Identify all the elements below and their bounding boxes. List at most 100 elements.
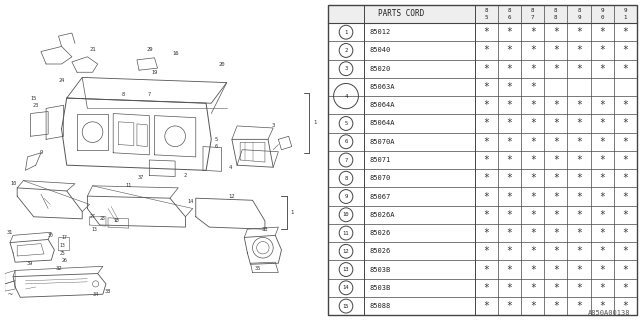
Text: *: * xyxy=(507,301,513,311)
Text: *: * xyxy=(553,45,559,55)
Text: *: * xyxy=(553,191,559,202)
Text: 27: 27 xyxy=(90,214,95,219)
Text: *: * xyxy=(553,265,559,275)
Text: 11: 11 xyxy=(343,230,349,236)
Text: *: * xyxy=(507,191,513,202)
Text: 33: 33 xyxy=(262,227,268,232)
Text: ~: ~ xyxy=(8,290,12,299)
Text: *: * xyxy=(483,64,490,74)
Text: 31: 31 xyxy=(7,230,13,235)
Text: *: * xyxy=(530,82,536,92)
Text: *: * xyxy=(530,64,536,74)
Text: *: * xyxy=(530,173,536,183)
Text: *: * xyxy=(599,301,605,311)
Text: 85026A: 85026A xyxy=(369,212,395,218)
Text: 26: 26 xyxy=(62,258,68,263)
Text: 1: 1 xyxy=(344,30,348,35)
Text: 9: 9 xyxy=(40,150,42,155)
Text: 85026: 85026 xyxy=(369,230,390,236)
Text: *: * xyxy=(599,118,605,129)
Text: 9: 9 xyxy=(623,8,627,13)
Text: 3: 3 xyxy=(271,124,275,128)
Text: 29: 29 xyxy=(146,47,152,52)
Text: *: * xyxy=(483,45,490,55)
Text: *: * xyxy=(576,118,582,129)
Text: *: * xyxy=(483,155,490,165)
Text: *: * xyxy=(507,246,513,256)
Text: 21: 21 xyxy=(90,47,96,52)
Text: 8: 8 xyxy=(554,15,557,20)
Text: *: * xyxy=(530,246,536,256)
Text: *: * xyxy=(530,155,536,165)
Text: 85020: 85020 xyxy=(369,66,390,72)
Text: 15: 15 xyxy=(343,304,349,308)
Text: 4: 4 xyxy=(344,93,348,99)
Text: 12: 12 xyxy=(343,249,349,254)
Text: *: * xyxy=(622,173,628,183)
Text: *: * xyxy=(530,210,536,220)
Text: 1: 1 xyxy=(623,15,627,20)
Text: *: * xyxy=(599,155,605,165)
Text: *: * xyxy=(553,173,559,183)
Text: *: * xyxy=(599,191,605,202)
Text: 11: 11 xyxy=(125,183,132,188)
Text: *: * xyxy=(576,246,582,256)
Text: *: * xyxy=(507,137,513,147)
Text: *: * xyxy=(599,173,605,183)
Text: *: * xyxy=(483,82,490,92)
Text: *: * xyxy=(483,210,490,220)
Text: 28: 28 xyxy=(100,216,106,221)
Text: 8503B: 8503B xyxy=(369,285,390,291)
Text: *: * xyxy=(576,64,582,74)
Text: *: * xyxy=(553,301,559,311)
Text: 9: 9 xyxy=(600,8,604,13)
Text: *: * xyxy=(507,45,513,55)
Text: 39: 39 xyxy=(26,261,33,266)
Text: *: * xyxy=(553,118,559,129)
Text: *: * xyxy=(483,228,490,238)
Text: *: * xyxy=(530,283,536,293)
Text: *: * xyxy=(599,283,605,293)
Text: 85040: 85040 xyxy=(369,47,390,53)
Text: 9: 9 xyxy=(344,194,348,199)
Text: *: * xyxy=(530,100,536,110)
Text: 8: 8 xyxy=(554,8,557,13)
Text: PARTS CORD: PARTS CORD xyxy=(378,9,425,19)
Text: 7: 7 xyxy=(148,92,151,98)
Text: 85063A: 85063A xyxy=(369,84,395,90)
Text: *: * xyxy=(622,283,628,293)
Text: *: * xyxy=(530,191,536,202)
Text: *: * xyxy=(530,118,536,129)
Text: 4: 4 xyxy=(228,165,232,170)
Text: *: * xyxy=(530,228,536,238)
Text: *: * xyxy=(483,173,490,183)
Text: 13: 13 xyxy=(343,267,349,272)
Text: *: * xyxy=(599,100,605,110)
Text: *: * xyxy=(599,246,605,256)
Text: *: * xyxy=(507,283,513,293)
Text: 8: 8 xyxy=(344,176,348,181)
Text: 0: 0 xyxy=(600,15,604,20)
Text: *: * xyxy=(622,155,628,165)
Text: *: * xyxy=(507,64,513,74)
Text: *: * xyxy=(530,27,536,37)
Text: 85067: 85067 xyxy=(369,194,390,199)
Text: 13: 13 xyxy=(92,227,97,232)
Text: 5: 5 xyxy=(484,15,488,20)
Text: 17: 17 xyxy=(62,235,68,240)
Text: *: * xyxy=(576,45,582,55)
Text: *: * xyxy=(483,301,490,311)
Text: 5: 5 xyxy=(215,137,218,142)
Text: 13: 13 xyxy=(60,243,65,248)
Text: 14: 14 xyxy=(343,285,349,290)
Text: *: * xyxy=(622,27,628,37)
Text: *: * xyxy=(483,191,490,202)
Text: 85064A: 85064A xyxy=(369,102,395,108)
Text: *: * xyxy=(622,64,628,74)
Text: *: * xyxy=(483,100,490,110)
Bar xyxy=(328,5,637,23)
Text: *: * xyxy=(599,265,605,275)
Text: *: * xyxy=(483,265,490,275)
Text: 85070: 85070 xyxy=(369,175,390,181)
Text: *: * xyxy=(576,283,582,293)
